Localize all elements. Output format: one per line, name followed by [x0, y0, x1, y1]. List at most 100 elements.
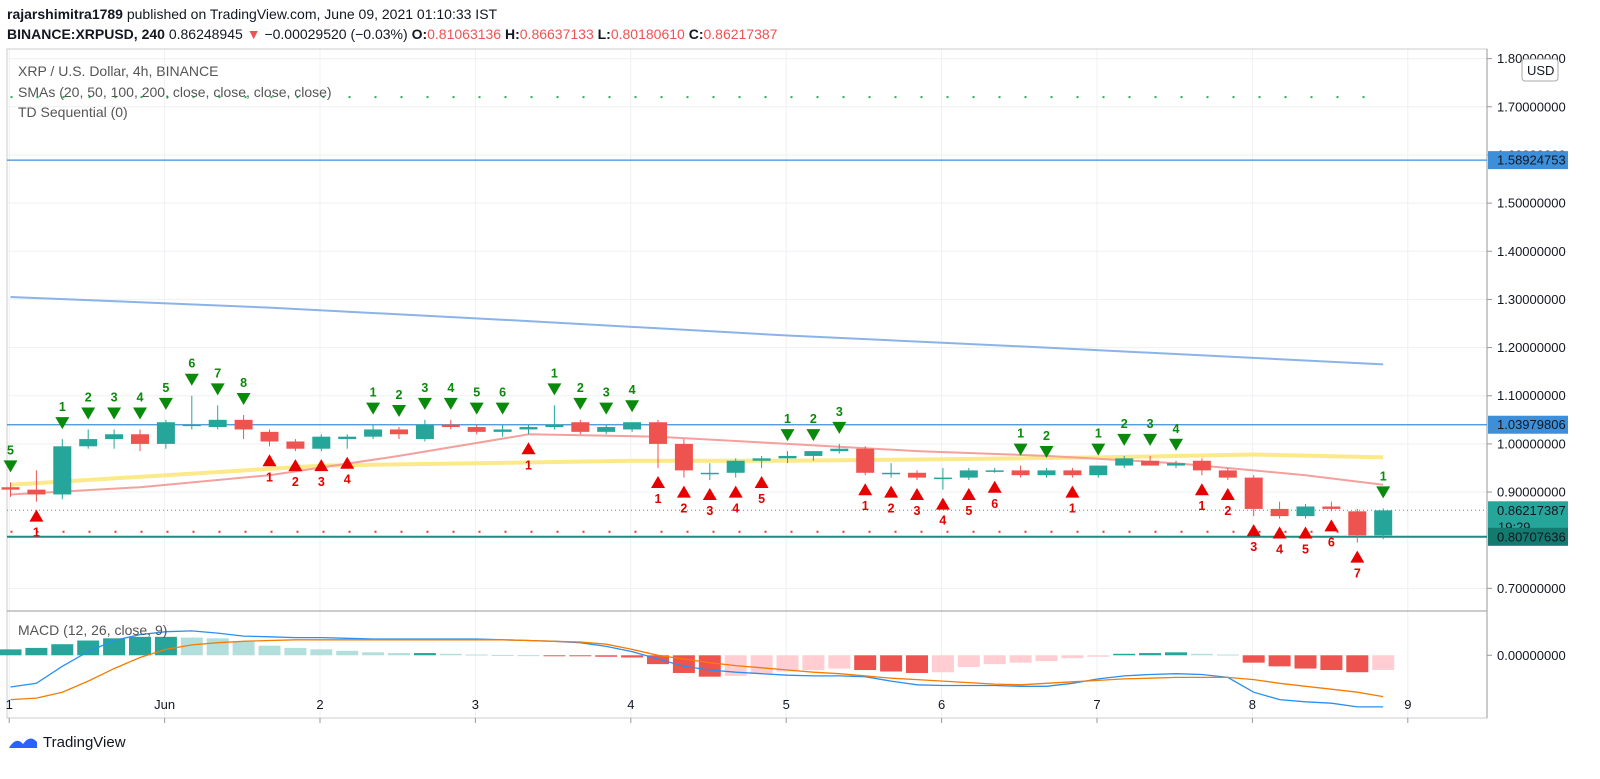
td-buy-arrow [884, 485, 899, 498]
x-tick-label: 5 [783, 697, 790, 712]
chart-frame [6, 48, 1488, 719]
macd-histogram-bar [154, 636, 177, 656]
td-buy-count: 6 [991, 497, 998, 511]
macd-histogram-bar [750, 655, 773, 674]
legend-td[interactable]: TD Sequential (0) [18, 104, 128, 120]
legend-macd[interactable]: MACD (12, 26, close, 9) [18, 622, 167, 638]
price-axis[interactable]: 1.800000001.700000001.600000001.50000000… [1487, 51, 1566, 663]
td-sell-count: 1 [784, 412, 791, 426]
td-sell-count: 3 [603, 386, 610, 400]
td-sell-count: 1 [1380, 469, 1387, 483]
macd-histogram-bar [206, 638, 229, 656]
td-sell-count: 2 [810, 412, 817, 426]
macd-histogram-bar [284, 647, 307, 656]
td-sell-arrow [417, 397, 432, 410]
candle-body [830, 448, 849, 452]
td-buy-arrow [676, 485, 691, 498]
td-sell-count: 1 [370, 386, 377, 400]
td-sell-arrow [625, 400, 640, 413]
candle-body [338, 436, 357, 440]
macd-histogram-bar [1009, 655, 1032, 663]
td-buy-arrow [910, 488, 924, 501]
td-buy-arrow [651, 475, 665, 488]
x-tick-label: 2 [316, 697, 323, 712]
macd-histogram-bar [336, 650, 359, 656]
td-buy-arrow [262, 454, 277, 467]
macd-histogram-bar [931, 655, 954, 673]
grid-lines [7, 49, 1487, 718]
td-sell-count: 2 [1043, 429, 1050, 443]
macd-histogram-bar [569, 655, 592, 657]
legend-title: XRP / U.S. Dollar, 4h, BINANCE [18, 63, 218, 79]
candle-body [700, 472, 719, 475]
td-buy-count: 4 [732, 502, 739, 516]
td-sell-arrow [55, 417, 70, 430]
high-label: H: [504, 26, 520, 42]
td-sell-arrow [81, 407, 96, 420]
td-sell-arrow [184, 373, 199, 386]
y-tick-label: 1.00000000 [1497, 436, 1566, 451]
macd-histogram-bar [1294, 655, 1317, 669]
td-buy-arrow [987, 480, 1002, 493]
macd-histogram-bar [465, 654, 488, 656]
td-sell-arrow [1117, 433, 1132, 446]
candle-body [182, 424, 201, 427]
td-buy-arrow [728, 485, 743, 498]
macd-histogram-bar [776, 655, 799, 672]
time-axis[interactable]: 1 Jun 2 3 4 5 6 7 8 9 [6, 697, 1412, 723]
td-buy-count: 4 [1276, 543, 1283, 557]
macd-histogram-bar [880, 655, 903, 672]
td-buy-count: 6 [1328, 535, 1335, 549]
candle-body [1, 487, 20, 490]
legend-sma[interactable]: SMAs (20, 50, 100, 200, close, close, cl… [18, 84, 332, 100]
price-labels: 1.589247531.039798060.8621738719:290.807… [1488, 151, 1568, 546]
macd-histogram-bar [77, 640, 100, 656]
price-label-1-03-bg [1488, 415, 1568, 434]
candle-body [364, 429, 383, 437]
candle-body [1115, 458, 1134, 466]
macd-histogram-bar [595, 655, 618, 657]
low-label: L: [597, 26, 611, 42]
td-buy-count: 3 [914, 504, 921, 518]
macd-histogram-bar [0, 649, 22, 656]
high-value: 0.86637133 [519, 26, 594, 42]
candle-body [959, 470, 978, 478]
macd-histogram-bar [828, 655, 851, 669]
td-sell-arrow [210, 383, 225, 396]
macd-y-tick-label: 0.00000000 [1497, 648, 1566, 663]
macd-histogram-bar [362, 652, 385, 656]
td-buy-arrow [521, 442, 536, 455]
td-sell-arrow [1039, 445, 1054, 458]
author-name[interactable]: rajarshimitra1789 [7, 6, 123, 22]
tradingview-logo[interactable]: TradingView [7, 732, 126, 752]
candle-body [1063, 470, 1082, 476]
candle-body [1374, 510, 1393, 536]
td-buy-arrow [29, 509, 44, 522]
signal-line [10, 639, 1384, 701]
td-buy-arrow [858, 483, 873, 496]
candle-body [1011, 470, 1030, 476]
td-sell-arrow [573, 397, 588, 410]
candle-body [1322, 506, 1341, 509]
candle-body [260, 431, 279, 442]
td-sell-arrow [133, 407, 147, 420]
y-tick-label: 1.70000000 [1497, 99, 1566, 114]
td-sell-arrow [1143, 433, 1158, 446]
td-buy-count: 5 [1302, 543, 1309, 557]
candle-body [856, 448, 875, 473]
td-sell-arrow [1091, 443, 1106, 456]
currency-button[interactable] [1521, 58, 1559, 82]
td-sell-arrow [443, 397, 458, 410]
td-buy-count: 4 [344, 473, 351, 487]
td-buy-count: 2 [1224, 504, 1231, 518]
candle-body [882, 472, 901, 475]
td-sell-count: 5 [162, 381, 169, 395]
td-sell-arrow [1013, 443, 1028, 456]
candle-body [778, 455, 797, 459]
candle-body [286, 441, 305, 449]
candle-body [1348, 511, 1367, 536]
td-buy-arrow [1065, 485, 1080, 498]
sma-50-line [10, 452, 1384, 487]
y-tick-label: 1.20000000 [1497, 340, 1566, 355]
